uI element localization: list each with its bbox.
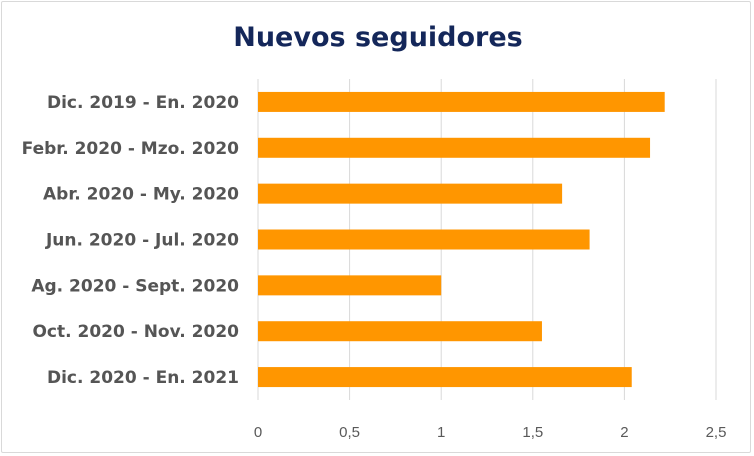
chart-title: Nuevos seguidores [233,22,523,53]
bar [258,183,563,204]
bar [258,91,665,112]
category-label: Dic. 2020 - En. 2021 [47,368,239,388]
x-tick-label: 1 [437,424,445,441]
x-tick-label: 0,5 [339,424,360,441]
category-label: Ag. 2020 - Sept. 2020 [31,276,239,296]
bar [258,229,590,250]
bars [258,91,665,388]
category-label: Febr. 2020 - Mzo. 2020 [22,139,240,159]
x-tick-label: 0 [254,424,262,441]
x-tick-label: 1,5 [522,424,543,441]
gridlines [257,79,717,400]
x-tick-label: 2,5 [706,424,727,441]
bar [258,321,542,342]
category-label: Dic. 2019 - En. 2020 [47,93,239,113]
category-label: Abr. 2020 - My. 2020 [43,185,239,205]
category-label: Jun. 2020 - Jul. 2020 [45,231,239,251]
category-label: Oct. 2020 - Nov. 2020 [32,322,239,342]
category-labels: Dic. 2019 - En. 2020 Febr. 2020 - Mzo. 20… [22,93,240,388]
bar [258,367,632,388]
bar [258,275,442,296]
x-tick-label: 2 [620,424,628,441]
bar [258,137,651,158]
x-axis-ticks: 0 0,5 1 1,5 2 2,5 [254,424,727,441]
